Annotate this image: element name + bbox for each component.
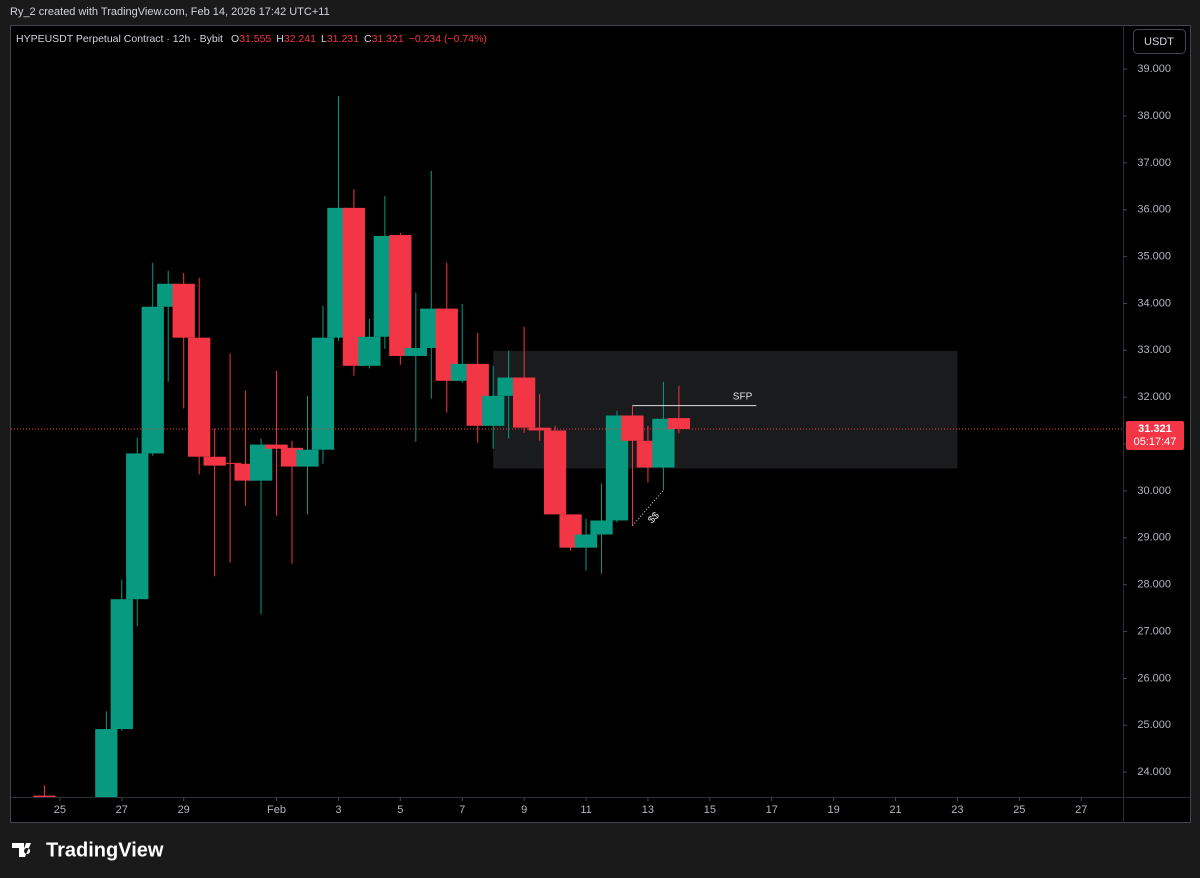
ohlc-prefix: L — [321, 33, 327, 45]
candle-body — [543, 430, 567, 515]
candle-body — [126, 453, 149, 600]
price-tag-countdown: 05:17:47 — [1134, 436, 1177, 448]
y-tick-label: 24.000 — [1137, 766, 1171, 778]
symbol-title: HYPEUSDT Perpetual Contract · 12h · Bybi… — [16, 33, 223, 45]
candle-body — [311, 337, 335, 450]
candle-body — [667, 418, 691, 430]
ohlc-prefix: O — [231, 33, 239, 45]
x-tick-label: 3 — [335, 804, 341, 816]
price-tag-value: 31.321 — [1138, 423, 1172, 435]
candle-body — [342, 207, 366, 366]
y-tick-label: 30.000 — [1137, 485, 1171, 497]
y-tick-label: 25.000 — [1137, 719, 1171, 731]
zone-box — [493, 350, 958, 469]
x-tick-label: 25 — [54, 804, 66, 816]
y-tick-label: 39.000 — [1137, 63, 1171, 75]
ohlc-prefix: H — [276, 33, 284, 45]
candle-body — [574, 534, 598, 548]
y-tick-label: 29.000 — [1137, 532, 1171, 544]
created-by: Ry_2 created with TradingView.com, Feb 1… — [10, 6, 330, 18]
x-tick-label: 27 — [1075, 804, 1087, 816]
candle-body — [482, 395, 505, 426]
candle-body — [95, 729, 118, 797]
x-tick-label: 5 — [397, 804, 403, 816]
candle-body — [296, 449, 319, 467]
candle-body — [404, 347, 427, 356]
x-tick-label: 15 — [704, 804, 716, 816]
brand-logo: TradingView — [12, 839, 164, 861]
sfp-label: SFP — [733, 391, 753, 402]
price-tag — [1126, 421, 1184, 451]
x-tick-label: 7 — [459, 804, 465, 816]
candle-body — [389, 235, 412, 356]
ohlc-value: 32.241 — [284, 33, 316, 45]
candle-body — [605, 415, 629, 521]
x-tick-label: Feb — [267, 804, 286, 816]
y-tick-label: 37.000 — [1137, 157, 1171, 169]
x-tick-label: 11 — [580, 804, 591, 816]
candle-body — [590, 520, 613, 535]
candle-body — [141, 306, 164, 454]
legend-text: HYPEUSDT Perpetual Contract · 12h · Bybi… — [16, 33, 487, 45]
candle-body — [172, 283, 195, 338]
x-tick-label: 19 — [828, 804, 840, 816]
candle-body — [188, 337, 211, 457]
brand-name: TradingView — [46, 839, 164, 861]
ohlc-value: 31.321 — [372, 33, 404, 45]
y-tick-label: 33.000 — [1137, 344, 1171, 356]
y-tick-label: 27.000 — [1137, 625, 1171, 637]
candle-body — [621, 415, 644, 441]
legend: HYPEUSDT Perpetual Contract · 12h · Bybi… — [16, 33, 487, 45]
y-tick-label: 32.000 — [1137, 391, 1171, 403]
y-tick-label: 36.000 — [1137, 204, 1171, 216]
x-tick-label: 25 — [1013, 804, 1025, 816]
x-tick-label: 23 — [951, 804, 963, 816]
ohlc-value: 31.231 — [327, 33, 359, 45]
y-tick-label: 35.000 — [1137, 251, 1171, 263]
ohlc-prefix: C — [364, 33, 372, 45]
x-tick-label: 17 — [766, 804, 778, 816]
candle-body — [110, 599, 133, 730]
candle-body — [33, 795, 56, 797]
ohlc-value: 31.555 — [239, 33, 271, 45]
x-tick-label: 29 — [178, 804, 190, 816]
y-tick-label: 28.000 — [1137, 579, 1171, 591]
candle-body — [435, 308, 458, 381]
y-tick-label: 38.000 — [1137, 110, 1171, 122]
x-tick-label: 27 — [116, 804, 128, 816]
change-value: −0.234 (−0.74%) — [409, 33, 487, 45]
candle-body — [218, 462, 242, 464]
candle-body — [358, 336, 381, 366]
x-tick-label: 13 — [642, 804, 654, 816]
candle-body — [203, 456, 226, 466]
x-tick-label: 9 — [521, 804, 527, 816]
currency-label[interactable]: USDT — [1144, 36, 1174, 48]
candle-body — [265, 444, 288, 449]
x-tick-label: 21 — [889, 804, 901, 816]
candle-body — [249, 444, 273, 481]
y-tick-label: 26.000 — [1137, 672, 1171, 684]
axes: 24.000 25.000 26.000 27.000 28.000 29.000 30.0… — [54, 63, 1184, 816]
candle-body — [652, 418, 675, 468]
brand-icon — [12, 843, 31, 857]
currency-button[interactable] — [1133, 29, 1186, 54]
plot-area: SFP$$ — [11, 96, 1123, 797]
y-tick-label: 34.000 — [1137, 297, 1171, 309]
candle-body — [512, 377, 536, 428]
liquidity-line — [632, 490, 664, 526]
